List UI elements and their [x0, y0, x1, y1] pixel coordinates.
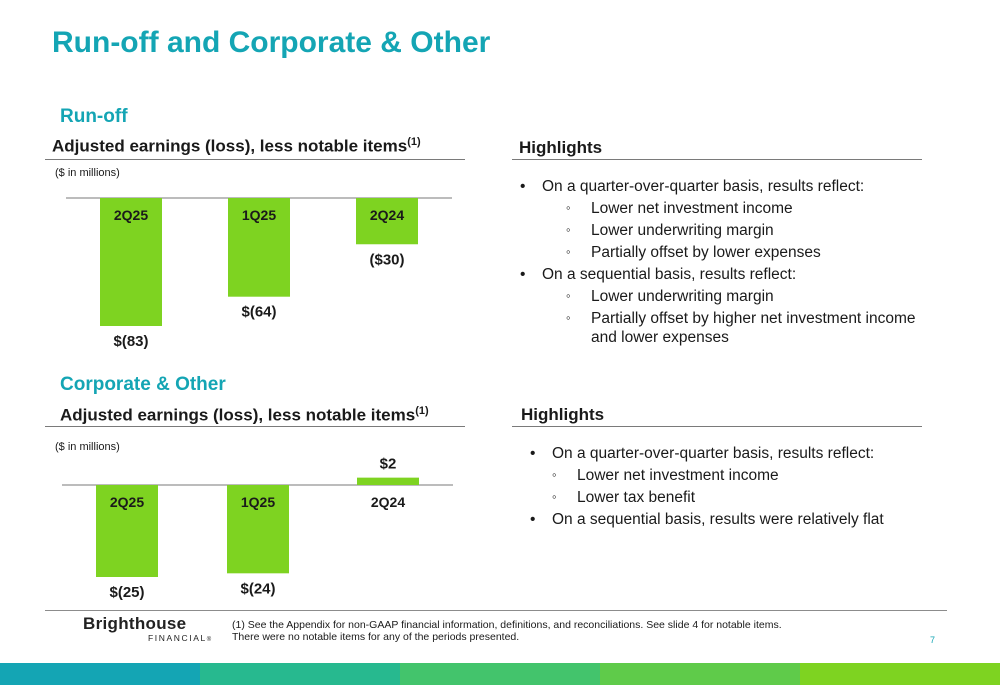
footer-stripe-segment [600, 663, 800, 685]
data-label: $2 [380, 456, 397, 473]
bar [356, 198, 418, 245]
sub-bullet-icon: ◦ [566, 288, 571, 303]
footnote-line-2: There were no notable items for any of t… [232, 631, 520, 643]
highlight-sub-list: ◦ Lower underwriting margin ◦ Partially off… [520, 287, 920, 347]
highlight-sub-bullet: ◦ Partially offset by higher net investme… [566, 309, 920, 347]
highlight-sub-bullet: ◦ Lower underwriting margin [566, 287, 920, 306]
page-number: 7 [930, 635, 936, 645]
category-label: 1Q25 [241, 494, 275, 510]
runoff-units-label: ($ in millions) [55, 167, 120, 179]
category-label: 2Q25 [110, 494, 144, 510]
highlight-sub-bullet-text: Partially offset by lower expenses [591, 244, 821, 261]
highlight-sub-bullet: ◦ Partially offset by lower expenses [566, 243, 920, 262]
footer-stripe-segment [800, 663, 1000, 685]
brighthouse-logo: Brighthouse [83, 614, 187, 633]
bullet-icon: • [520, 266, 526, 283]
highlight-bullet: • On a sequential basis, results were rel… [530, 510, 920, 529]
footer-stripe-segment [0, 663, 200, 685]
highlight-sub-bullet-text: Lower tax benefit [577, 489, 696, 506]
category-label: 2Q24 [371, 494, 405, 510]
corporate-highlights-list: • On a quarter-over-quarter basis, result… [530, 444, 920, 532]
sub-bullet-icon: ◦ [566, 244, 571, 259]
bar [228, 198, 290, 297]
runoff-section-title: Run-off [60, 106, 128, 127]
sub-bullet-icon: ◦ [566, 200, 571, 215]
corporate-chart-heading-rule [45, 426, 465, 427]
corporate-highlights-title: Highlights [521, 405, 605, 424]
highlight-sub-bullet-text: Lower underwriting margin [591, 222, 774, 239]
highlight-sub-list: ◦ Lower net investment income ◦ Lower tax b… [530, 466, 920, 507]
corporate-units-label: ($ in millions) [55, 441, 120, 453]
footnote: (1) See the Appendix for non-GAAP financ… [232, 619, 842, 643]
category-label: 2Q25 [114, 207, 148, 223]
sub-bullet-icon: ◦ [552, 467, 557, 482]
footer-rule [45, 610, 947, 611]
footnote-line-1: (1) See the Appendix for non-GAAP financ… [232, 619, 782, 631]
highlight-bullet-text: On a quarter-over-quarter basis, results… [552, 445, 875, 462]
bar [227, 485, 289, 574]
runoff-chart-heading: Adjusted earnings (loss), less notable i… [52, 136, 421, 157]
category-label: 2Q24 [370, 207, 404, 223]
highlight-bullet-text: On a sequential basis, results were rela… [552, 511, 884, 528]
sub-bullet-icon: ◦ [566, 310, 571, 325]
runoff-highlights-rule [512, 159, 922, 160]
data-label: $(64) [241, 304, 276, 321]
highlight-bullet-text: On a sequential basis, results reflect: [542, 266, 797, 283]
bar [100, 198, 162, 326]
highlight-sub-bullet-text: Partially offset by higher net investmen… [591, 310, 916, 346]
corporate-chart-heading-footnote-ref: (1) [415, 405, 429, 417]
page-title: Run-off and Corporate & Other [52, 26, 491, 59]
runoff-chart-heading-footnote-ref: (1) [407, 136, 421, 148]
bullet-icon: • [530, 511, 536, 528]
runoff-highlights-list: • On a quarter-over-quarter basis, result… [520, 177, 920, 350]
highlight-bullet: • On a quarter-over-quarter basis, result… [530, 444, 920, 463]
highlight-sub-bullet-text: Lower net investment income [577, 467, 779, 484]
runoff-chart-heading-text: Adjusted earnings (loss), less notable i… [52, 136, 408, 156]
bar [357, 477, 419, 485]
brighthouse-logo-subtitle: FINANCIAL® [148, 633, 211, 643]
corporate-highlights-rule [512, 426, 922, 427]
highlight-sub-list: ◦ Lower net investment income ◦ Lower under… [520, 199, 920, 262]
bar [96, 485, 158, 577]
highlight-sub-bullet: ◦ Lower net investment income [566, 199, 920, 218]
sub-bullet-icon: ◦ [552, 489, 557, 504]
data-label: $(83) [113, 333, 148, 350]
footer-stripe-segment [400, 663, 600, 685]
corporate-chart-heading-text: Adjusted earnings (loss), less notable i… [60, 405, 416, 425]
highlight-sub-bullet-text: Lower underwriting margin [591, 288, 774, 305]
logo-registered-mark: ® [206, 637, 212, 643]
runoff-highlights-title: Highlights [519, 138, 603, 157]
data-label: $(25) [109, 584, 144, 601]
corporate-section-title: Corporate & Other [60, 374, 226, 395]
footer-stripe-segment [200, 663, 400, 685]
highlight-bullet: • On a quarter-over-quarter basis, result… [520, 177, 920, 196]
highlight-sub-bullet: ◦ Lower tax benefit [552, 488, 920, 507]
category-label: 1Q25 [242, 207, 276, 223]
corporate-chart-heading: Adjusted earnings (loss), less notable i… [60, 405, 429, 426]
bullet-icon: • [530, 445, 536, 462]
highlight-sub-bullet-text: Lower net investment income [591, 200, 793, 217]
highlight-bullet: • On a sequential basis, results reflect: [520, 265, 920, 284]
highlight-sub-bullet: ◦ Lower net investment income [552, 466, 920, 485]
logo-sub-text: FINANCIAL [148, 633, 207, 643]
highlight-bullet-text: On a quarter-over-quarter basis, results… [542, 178, 865, 195]
data-label: ($30) [369, 251, 404, 268]
runoff-chart-heading-rule [45, 159, 465, 160]
bullet-icon: • [520, 178, 526, 195]
data-label: $(24) [240, 580, 275, 597]
highlight-sub-bullet: ◦ Lower underwriting margin [566, 221, 920, 240]
sub-bullet-icon: ◦ [566, 222, 571, 237]
